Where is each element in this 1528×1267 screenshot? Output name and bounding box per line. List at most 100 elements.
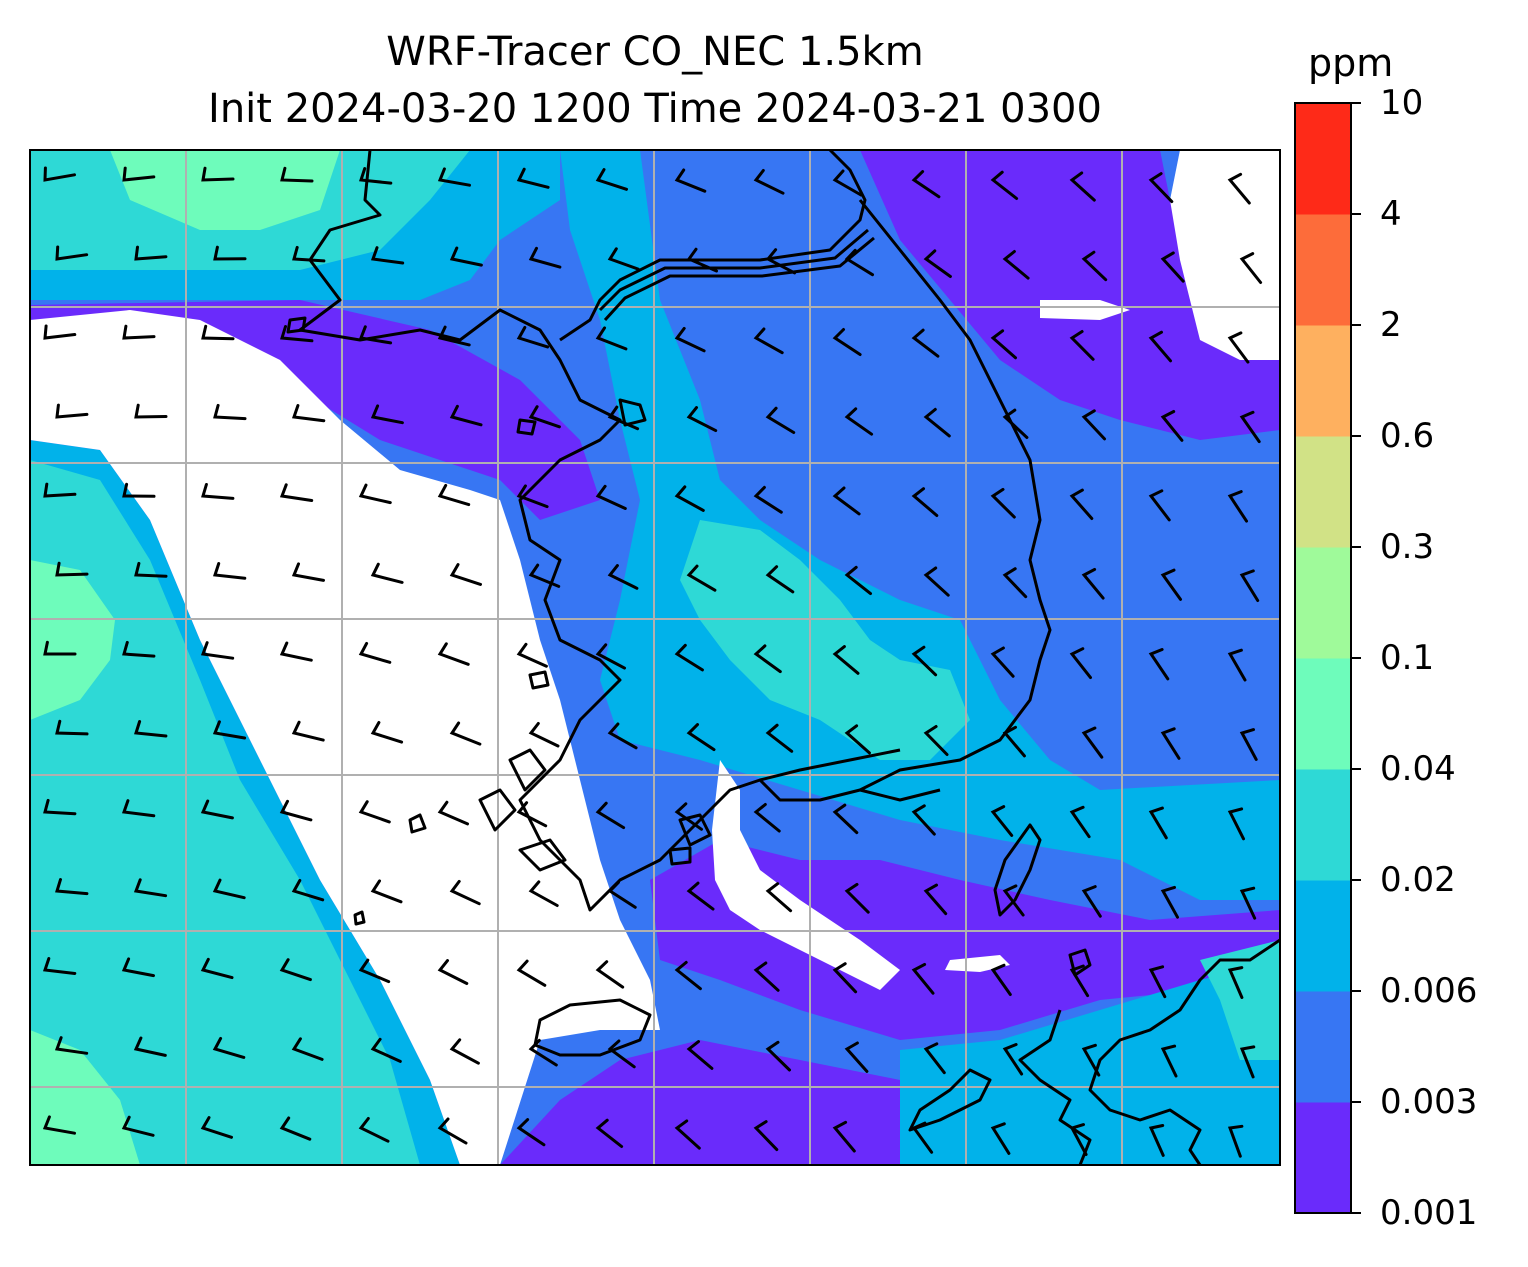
wind-barb [1160,251,1185,283]
field-level-0.006-central [560,150,1280,900]
islands-cluster-8 [353,910,366,926]
wind-barb [134,245,168,261]
wind-barb [607,881,637,909]
wind-barb [1069,330,1095,361]
wind-barb [1239,728,1258,761]
wind-barb [753,169,785,195]
colorbar-tick-label: 2 [1380,305,1402,345]
wind-barb [358,325,393,345]
wind-barb [844,724,871,755]
wind-barb [674,168,707,193]
wind-barb [528,563,561,588]
colorbar-segment [1295,1102,1351,1214]
wind-barb [607,1039,636,1069]
wind-barb [370,562,404,584]
field-below-min-tongue [30,310,660,1165]
wind-barb [121,799,156,818]
wind-barb [43,482,77,498]
wind-barb [43,640,77,656]
wind-barb [923,883,948,916]
china-coastline [298,150,901,912]
wind-barb [1227,172,1251,205]
wind-barb [359,167,393,185]
wind-barb [1239,1045,1256,1079]
wind-barb [1160,568,1182,601]
colorbar-segment [1295,436,1351,548]
field-level-0.02-southeast [1200,940,1280,1060]
wind-barb [844,248,874,277]
field-below-min-strip [712,760,900,990]
wind-barb [358,483,392,505]
wind-barb [1160,410,1184,442]
wind-barb [122,324,156,340]
japan-islands-west [1018,1009,1092,1165]
coastlines [286,150,1280,1165]
map-frame [29,149,1281,1166]
wind-barb [516,642,548,668]
wind-barb [607,722,638,750]
field-below-min-ne2 [1040,300,1130,320]
wind-barb [1148,648,1170,681]
wind-barb [437,642,470,666]
wind-barb [595,801,626,830]
wind-barb [686,1040,714,1070]
islands-cluster-9 [528,670,550,690]
wind-barb [923,1042,946,1075]
wind-barb [1227,966,1244,999]
wind-barb [370,1037,402,1063]
wind-barb [832,962,858,994]
wind-barb [844,1041,869,1073]
tsushima-island [993,823,1042,917]
wind-barb [1002,1043,1024,1076]
wind-barb [1239,410,1261,444]
wind-barb [1148,965,1167,999]
wind-barb [528,722,560,748]
wind-barb [449,879,481,906]
wind-barb [291,404,326,423]
wind-barb [55,719,89,736]
korea-border-3 [603,236,875,322]
islands-cluster-4 [678,813,712,847]
wind-barb [121,957,155,978]
wind-barb [923,407,951,438]
wind-barb [990,170,1019,200]
wind-barb [1148,330,1172,363]
wind-barb [911,328,940,358]
wind-barb [595,643,626,670]
colorbar-tick-label: 10 [1380,83,1424,123]
chart-title-line2: Init 2024-03-20 1200 Time 2024-03-21 030… [208,86,1102,132]
wind-barb [832,169,863,197]
wind-barb [832,803,859,835]
wind-barb [990,646,1015,678]
wind-barb [990,329,1017,360]
field-level-0.001-south [500,1040,900,1165]
islands-cluster-7 [408,813,427,834]
wind-barb [1002,884,1025,917]
wind-barb [449,721,482,746]
wind-barb [595,960,625,989]
wind-barb [765,882,793,913]
wind-barb [449,246,483,267]
wind-barb [686,564,717,592]
wind-barb [832,486,861,516]
wind-barb [1148,1124,1165,1157]
wind-barb [674,485,705,512]
wind-barb [1069,171,1096,202]
colorbar [1294,102,1361,1214]
wind-barb [1148,172,1174,204]
wind-barb [279,641,313,662]
wind-barb [358,641,392,664]
wind-barb [528,246,562,269]
wind-barb [516,484,549,509]
wind-barb [55,561,89,577]
wind-barb [1069,647,1092,680]
wind-barb [1069,1123,1088,1156]
korea-border [559,150,867,342]
wind-barb [449,1038,480,1065]
wind-barb [292,245,326,263]
wind-barb [832,328,862,356]
wind-barb [1239,569,1260,602]
wind-barb [595,168,628,191]
wind-barb [291,1037,324,1061]
